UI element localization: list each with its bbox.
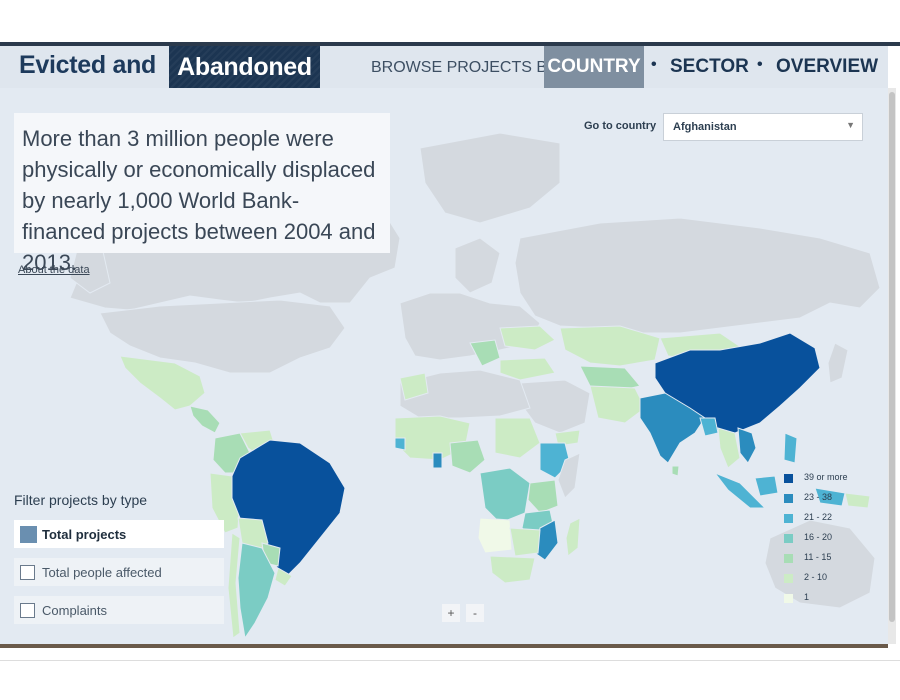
country-indonesia-sumatra [713, 471, 767, 509]
country-mexico [119, 355, 206, 411]
country-madagascar [565, 517, 581, 557]
country-congo-dr [479, 467, 531, 524]
country-balkans [469, 339, 501, 367]
filter-label: Total people affected [42, 565, 162, 580]
nav-separator: • [757, 56, 763, 73]
chevron-down-icon: ▼ [846, 120, 855, 130]
intro-panel: More than 3 million people were physical… [14, 113, 390, 275]
country-kazakhstan [559, 325, 661, 367]
country-vietnam [737, 427, 757, 464]
filter-total-people[interactable]: Total people affected [14, 558, 224, 586]
country-indonesia-borneo [754, 475, 779, 497]
bottom-divider [0, 660, 900, 661]
legend-swatch [784, 594, 793, 603]
country-yemen [554, 429, 581, 447]
checkbox-icon [20, 526, 37, 543]
legend-label: 2 - 10 [804, 572, 828, 582]
country-zambia-zimbabwe [509, 527, 541, 557]
legend-swatch [784, 574, 793, 583]
nav-separator: • [651, 56, 657, 73]
legend-label: 1 [804, 592, 810, 602]
scrollbar-thumb[interactable] [889, 92, 895, 622]
country-png [844, 492, 871, 509]
filter-label: Total projects [42, 527, 127, 542]
country-sudan [494, 417, 541, 459]
legend-swatch [784, 494, 793, 503]
country-ghana [432, 452, 443, 469]
nav-country-tab[interactable]: COUNTRY [544, 46, 644, 88]
country-north-africa [399, 369, 531, 419]
country-argentina [237, 542, 276, 640]
nav-overview-tab[interactable]: OVERVIEW [776, 56, 879, 77]
legend-swatch [784, 534, 793, 543]
country-south-africa [489, 555, 536, 584]
checkbox-icon [20, 603, 35, 618]
country-morocco [399, 372, 429, 401]
zoom-in-button[interactable]: + [442, 604, 460, 622]
filter-complaints[interactable]: Complaints [14, 596, 224, 624]
country-iran-pak [589, 385, 646, 424]
zoom-out-button[interactable]: - [466, 604, 484, 622]
country-somalia [557, 452, 581, 499]
legend-label: 23 - 38 [804, 492, 833, 502]
country-india [639, 392, 706, 464]
country-select-value: Afghanistan [673, 121, 737, 133]
legend-swatch [784, 514, 793, 523]
country-central-america [189, 405, 221, 434]
country-myanmar-thailand [717, 427, 741, 469]
scrollbar[interactable] [888, 88, 896, 644]
country-kenya [527, 479, 559, 514]
about-data-link[interactable]: About the data [18, 264, 90, 276]
country-uruguay [274, 567, 293, 587]
goto-country-label: Go to country [584, 120, 657, 132]
country-japan [827, 342, 849, 384]
country-russia [514, 217, 881, 334]
filter-title: Filter projects by type [14, 492, 148, 508]
country-indonesia-east [814, 487, 846, 507]
country-select[interactable]: Afghanistan ▼ [663, 113, 863, 141]
world-map[interactable]: More than 3 million people were physical… [0, 88, 888, 644]
country-angola [477, 517, 513, 554]
country-senegal [394, 437, 406, 451]
country-ukraine [499, 325, 556, 351]
bottom-image-strip [0, 644, 888, 648]
country-greenland [419, 132, 561, 224]
filter-total-projects[interactable]: Total projects [14, 520, 224, 548]
filter-label: Complaints [42, 603, 108, 618]
country-scandinavia [454, 237, 501, 294]
country-chile [227, 532, 241, 639]
browse-label: BROWSE PROJECTS BY: [371, 59, 562, 76]
legend-label: 21 - 22 [804, 512, 833, 522]
legend-label: 39 or more [804, 472, 848, 482]
legend-label: 16 - 20 [804, 532, 833, 542]
site-header: Evicted and Abandoned BROWSE PROJECTS BY… [0, 46, 888, 88]
country-turkey [499, 357, 556, 381]
country-usa [99, 299, 346, 374]
legend-swatch [784, 554, 793, 563]
legend-label: 11 - 15 [804, 552, 832, 562]
country-europe [399, 292, 541, 361]
country-philippines [783, 432, 798, 464]
logo-text-evicted[interactable]: Evicted and [19, 51, 157, 79]
country-sri-lanka [671, 465, 680, 477]
intro-text: More than 3 million people were physical… [22, 126, 376, 275]
country-bangladesh [699, 417, 719, 437]
checkbox-icon [20, 565, 35, 580]
logo-text-abandoned[interactable]: Abandoned [169, 46, 320, 88]
nav-sector-tab[interactable]: SECTOR [670, 56, 749, 77]
world-map-svg[interactable] [0, 88, 888, 644]
top-border [0, 42, 900, 46]
legend-swatch [784, 474, 793, 483]
country-nigeria [449, 439, 486, 474]
